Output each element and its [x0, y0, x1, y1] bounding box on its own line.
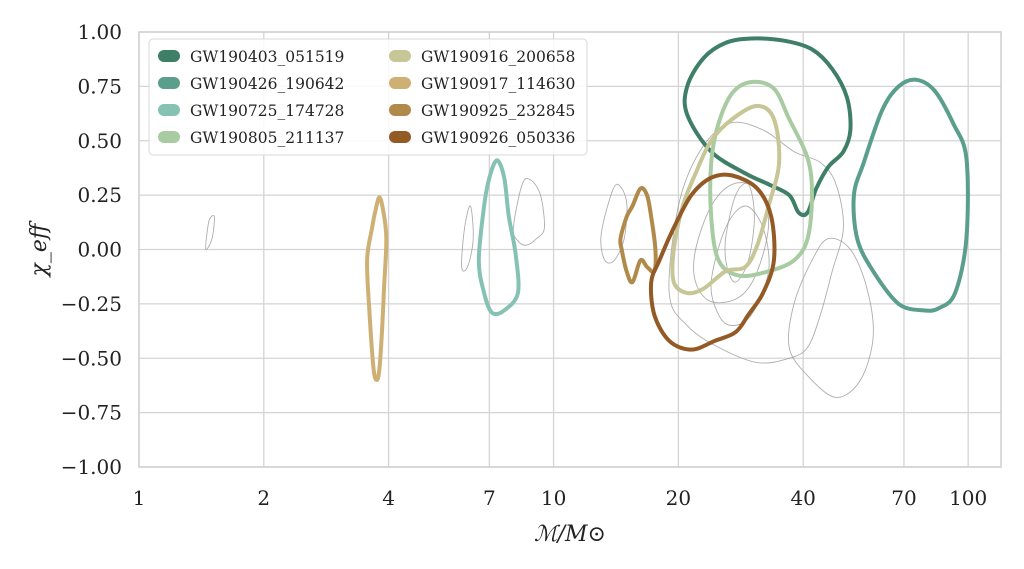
contour-GW190725_174728	[476, 158, 521, 317]
x-tick-labels: 1 2 4 7 10 20 40 70 100	[133, 486, 988, 510]
contour-GW190805_211137	[708, 79, 814, 279]
x-tick-label: 1	[133, 486, 146, 510]
background-contour	[693, 182, 770, 304]
legend-label: GW190925_232845	[421, 102, 575, 120]
x-tick-label: 70	[891, 486, 916, 510]
y-tick-label: 0.25	[77, 183, 122, 207]
legend-swatch	[389, 131, 411, 143]
legend-label: GW190916_200658	[421, 48, 575, 66]
x-tick-label: 40	[790, 486, 815, 510]
legend-swatch	[158, 131, 180, 143]
legend-label: GW190917_114630	[421, 75, 575, 93]
y-tick-label: −0.75	[61, 401, 122, 425]
background-contour	[787, 237, 874, 398]
legend-label: GW190725_174728	[190, 102, 344, 120]
x-tick-label: 100	[949, 486, 987, 510]
event-contours	[365, 36, 970, 382]
x-tick-label: 10	[541, 486, 566, 510]
legend-label: GW190403_051519	[190, 48, 344, 66]
y-tick-label: 0.50	[77, 129, 122, 153]
legend-swatch	[158, 50, 180, 62]
plot-frame	[138, 31, 1002, 468]
legend-label: GW190926_050336	[421, 129, 575, 147]
contour-GW190426_190642	[851, 77, 970, 313]
background-contour	[461, 205, 474, 272]
y-tick-label: −0.25	[61, 292, 122, 316]
x-tick-label: 2	[257, 486, 270, 510]
legend-box	[148, 38, 588, 156]
x-tick-label: 4	[382, 486, 395, 510]
legend-swatch	[389, 77, 411, 89]
background-contour	[205, 215, 215, 251]
legend-label: GW190805_211137	[190, 129, 344, 147]
legend-swatch	[158, 77, 180, 89]
legend-label: GW190426_190642	[190, 75, 344, 93]
y-tick-labels: 1.00 0.75 0.50 0.25 0.00 −0.25 −0.50 −0.75 −1.00	[61, 20, 122, 479]
y-tick-label: 1.00	[77, 20, 122, 44]
x-tick-label: 20	[666, 486, 691, 510]
legend-swatch	[158, 104, 180, 116]
contour-GW190925_232845	[618, 186, 658, 285]
contour-GW190926_050336	[648, 172, 777, 352]
background-contour	[512, 177, 545, 246]
contour-GW190916_200658	[670, 103, 782, 296]
legend-swatch	[389, 50, 411, 62]
y-tick-label: −0.50	[61, 346, 122, 370]
y-tick-label: 0.00	[77, 238, 122, 262]
y-tick-label: −1.00	[61, 455, 122, 479]
x-axis-label: ℳ/M⊙	[534, 522, 606, 547]
contour-GW190917_114630	[365, 195, 389, 382]
x-tick-label: 7	[483, 486, 496, 510]
y-axis-label: χ_eff	[27, 220, 52, 278]
legend: GW190403_051519 GW190426_190642 GW190725_1…	[148, 38, 588, 156]
background-contour	[668, 121, 844, 364]
y-tick-label: 0.75	[77, 74, 122, 98]
legend-swatch	[389, 104, 411, 116]
